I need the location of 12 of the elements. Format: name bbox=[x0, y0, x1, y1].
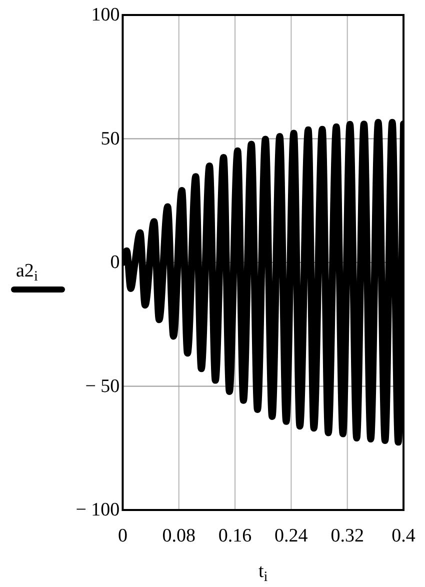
y-tick-label: − 50 bbox=[85, 376, 120, 397]
y-tick-label: 50 bbox=[100, 128, 120, 150]
x-tick-label: 0.32 bbox=[330, 526, 364, 546]
x-tick-label: 0.16 bbox=[218, 526, 252, 546]
y-tick-label: − 100 bbox=[76, 500, 120, 520]
x-tick-label: 0.4 bbox=[392, 526, 416, 546]
text: a2$_{i}$ bbox=[16, 260, 38, 284]
y-tick-label: 0 bbox=[110, 252, 120, 273]
y-tick-label: 100 bbox=[91, 4, 120, 26]
x-axis-title: t$_{i}$ bbox=[258, 561, 268, 585]
x-tick-label: 0.08 bbox=[162, 526, 196, 546]
x-tick-label: 0.24 bbox=[274, 526, 308, 546]
